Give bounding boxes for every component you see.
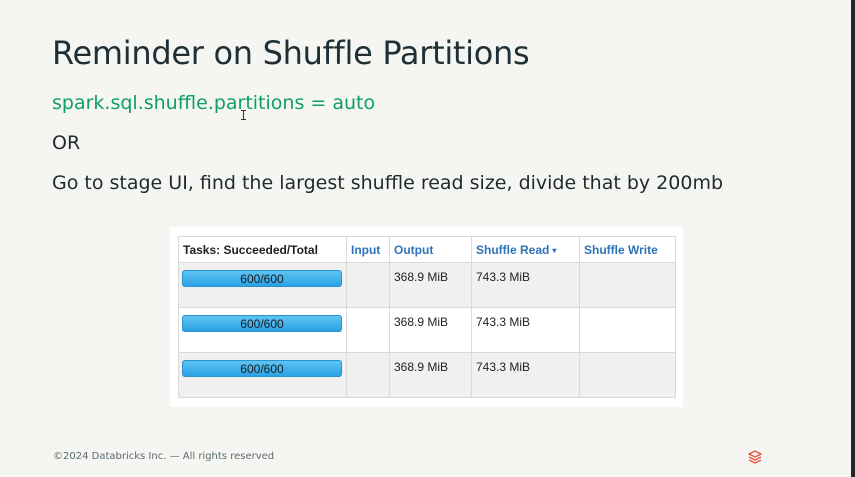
header-shuffle-write[interactable]: Shuffle Write [579, 236, 676, 263]
input-cell [346, 352, 390, 398]
tasks-progress-bar: 600/600 [182, 270, 342, 287]
input-cell [346, 307, 390, 353]
table-row: 600/600 368.9 MiB 743.3 MiB [178, 352, 676, 398]
header-shuffle-read[interactable]: Shuffle Read ▾ [471, 236, 580, 263]
shuffle-write-cell [579, 352, 676, 398]
tasks-cell: 600/600 [178, 262, 347, 308]
config-code-line: spark.sql.shuffle.partitions = auto [52, 92, 376, 114]
progress-label: 600/600 [240, 272, 284, 286]
text-cursor-icon [241, 110, 246, 120]
table-row: 600/600 368.9 MiB 743.3 MiB [178, 307, 676, 353]
header-tasks[interactable]: Tasks: Succeeded/Total [178, 236, 347, 263]
stage-ui-screenshot: Tasks: Succeeded/Total Input Output Shuf… [170, 227, 683, 407]
header-tasks-label: Tasks: Succeeded/Total [183, 242, 318, 257]
slide-title: Reminder on Shuffle Partitions [52, 34, 530, 72]
logo-layer-mid [748, 456, 762, 461]
table-header-row: Tasks: Succeeded/Total Input Output Shuf… [178, 236, 676, 263]
stage-tasks-table: Tasks: Succeeded/Total Input Output Shuf… [178, 236, 676, 398]
shuffle-read-cell: 743.3 MiB [471, 307, 580, 353]
table-row: 600/600 368.9 MiB 743.3 MiB [178, 262, 676, 308]
window-edge [851, 0, 855, 477]
logo-layer-bottom [748, 459, 762, 464]
databricks-logo-icon [748, 450, 762, 464]
tasks-cell: 600/600 [178, 307, 347, 353]
copyright-footer: ©2024 Databricks Inc. — All rights reser… [53, 451, 275, 462]
shuffle-write-cell [579, 307, 676, 353]
tasks-cell: 600/600 [178, 352, 347, 398]
header-shuffle-read-label: Shuffle Read [476, 242, 550, 257]
header-output[interactable]: Output [389, 236, 472, 263]
tasks-progress-bar: 600/600 [182, 315, 342, 332]
shuffle-write-cell [579, 262, 676, 308]
shuffle-read-cell: 743.3 MiB [471, 352, 580, 398]
tasks-progress-bar: 600/600 [182, 360, 342, 377]
or-text: OR [52, 132, 81, 154]
input-cell [346, 262, 390, 308]
output-cell: 368.9 MiB [389, 307, 472, 353]
description-text: Go to stage UI, find the largest shuffle… [52, 172, 724, 194]
logo-layer-top [748, 450, 762, 458]
header-input[interactable]: Input [346, 236, 390, 263]
header-shuffle-write-label: Shuffle Write [584, 242, 658, 257]
shuffle-read-cell: 743.3 MiB [471, 262, 580, 308]
output-cell: 368.9 MiB [389, 262, 472, 308]
progress-label: 600/600 [240, 362, 284, 376]
header-input-label: Input [351, 242, 381, 257]
header-output-label: Output [394, 242, 434, 257]
sort-desc-icon: ▾ [552, 245, 557, 255]
progress-label: 600/600 [240, 317, 284, 331]
output-cell: 368.9 MiB [389, 352, 472, 398]
